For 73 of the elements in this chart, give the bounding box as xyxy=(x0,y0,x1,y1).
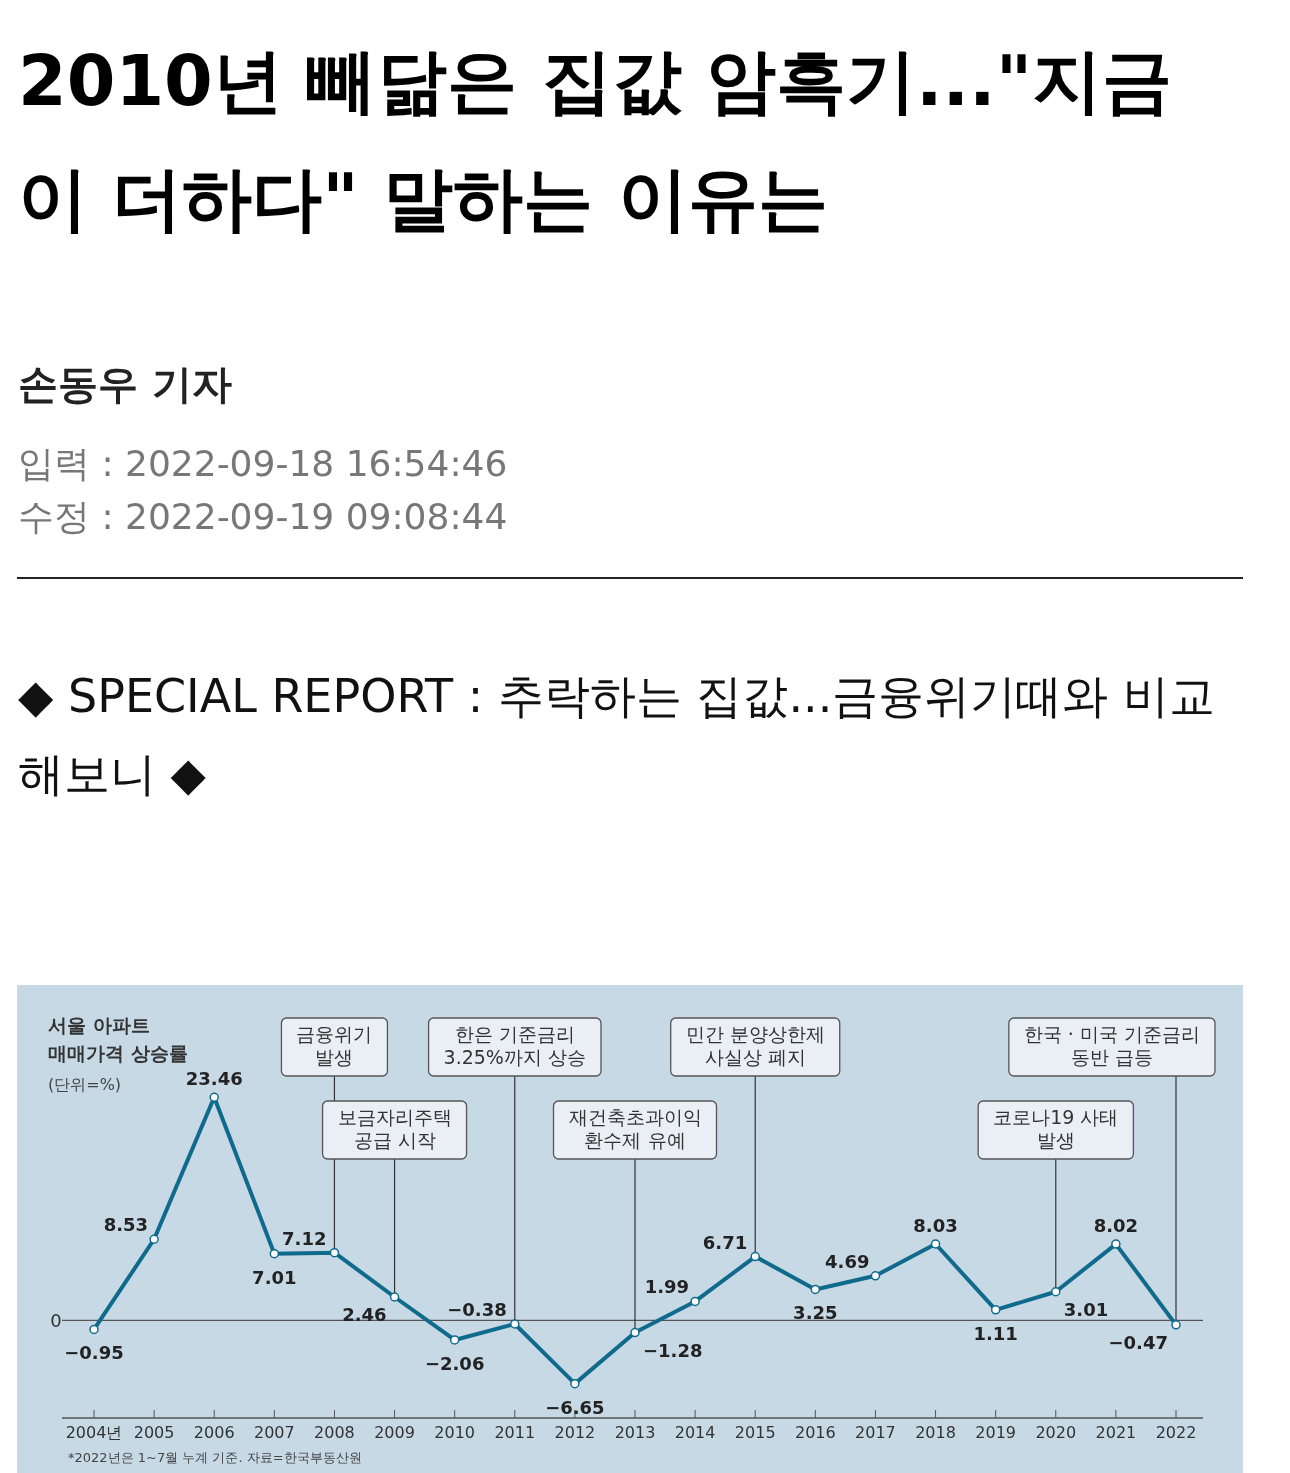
text: *2022년은 1~7월 누계 기준. 자료=한국부동산원 xyxy=(68,1450,362,1465)
x-tick-label: 2007 xyxy=(253,1423,295,1442)
data-label: 3.01 xyxy=(1063,1298,1109,1320)
x-tick-label: 2006 xyxy=(193,1423,235,1442)
point xyxy=(810,1284,821,1295)
data-label: 1.11 xyxy=(973,1322,1018,1344)
point xyxy=(1051,1287,1061,1297)
text: (단위=%) xyxy=(48,1075,122,1094)
data-label: −2.06 xyxy=(424,1352,485,1374)
x-tick-label: 2019 xyxy=(975,1423,1017,1442)
point xyxy=(630,1327,640,1338)
x-tick-label: 2017 xyxy=(855,1423,896,1442)
point xyxy=(89,1324,99,1335)
data-label: 7.01 xyxy=(252,1266,297,1288)
point xyxy=(870,1271,881,1281)
point xyxy=(990,1305,1001,1315)
data-label: −0.38 xyxy=(447,1299,507,1320)
data-label: 4.69 xyxy=(825,1250,870,1272)
point xyxy=(1171,1320,1181,1330)
annotation: 민간 분양상한제 사실상 폐지 xyxy=(685,1023,825,1068)
x-tick-label: 2022 xyxy=(1155,1423,1197,1442)
data-label: 2.46 xyxy=(342,1303,387,1325)
x-tick-label: 2020 xyxy=(1035,1423,1077,1442)
point xyxy=(149,1234,159,1245)
chart-title: 2010년 빼닮은 집값 암흑기..."지금이 더하다" 말하는 이유는 xyxy=(18,40,1173,240)
ref-line-label: 0 xyxy=(50,1309,62,1331)
point xyxy=(329,1247,340,1258)
text: 입력 : 2022-09-18 16:54:46 xyxy=(18,443,508,484)
data-label: 23.46 xyxy=(185,1068,243,1090)
x-tick-label: 2005 xyxy=(133,1423,175,1442)
point xyxy=(690,1296,700,1307)
data-label: −0.95 xyxy=(64,1342,124,1364)
annotation: 코로나19 사태 발생 xyxy=(993,1106,1119,1151)
data-label: 8.03 xyxy=(913,1215,958,1237)
x-tick-label: 2004년 xyxy=(65,1423,123,1442)
data-label: −6.65 xyxy=(545,1396,605,1418)
point xyxy=(510,1319,520,1329)
x-tick-label: 2012 xyxy=(554,1423,596,1442)
x-tick-label: 2010 xyxy=(434,1423,476,1442)
point xyxy=(389,1292,400,1302)
annotation: 재건축초과이익 환수제 유예 xyxy=(568,1106,702,1151)
x-tick-label: 2009 xyxy=(374,1423,415,1442)
data-label: 7.12 xyxy=(282,1227,327,1249)
text: 한국 · 미국 기준금리 동반 급등 xyxy=(1023,1023,1201,1068)
y-axis-title: 서울 아파트 매매가격 상승률 xyxy=(48,1014,188,1064)
chart-subtitle: ◆ SPECIAL REPORT : 추락하는 집값...금융위기때와 비교해보니 ◆ xyxy=(18,669,1215,801)
x-tick-label: 2021 xyxy=(1095,1423,1137,1442)
data-label: −1.28 xyxy=(643,1339,703,1361)
point xyxy=(750,1251,760,1262)
text: 한은 기준금리 3.25%까지 상승 xyxy=(443,1023,586,1068)
point xyxy=(930,1239,941,1249)
x-tick-label: 2018 xyxy=(915,1423,956,1442)
annotation: 금융위기 발생 xyxy=(296,1023,373,1068)
x-tick-label: 2008 xyxy=(314,1423,355,1442)
x-tick-label: 2016 xyxy=(794,1423,836,1442)
point xyxy=(209,1092,219,1103)
point xyxy=(269,1248,280,1259)
data-label: −0.47 xyxy=(1108,1331,1168,1353)
data-label: 1.99 xyxy=(644,1276,690,1298)
x-tick-label: 2011 xyxy=(494,1423,536,1442)
data-label: 8.02 xyxy=(1093,1215,1139,1237)
x-tick-label: 2014 xyxy=(674,1423,716,1442)
data-label: 3.25 xyxy=(793,1302,838,1324)
annotation: 보금자리주택 공급 시작 xyxy=(337,1106,452,1151)
x-tick-label: 2013 xyxy=(614,1423,656,1442)
data-label: 8.53 xyxy=(103,1214,149,1236)
point xyxy=(570,1378,580,1389)
point xyxy=(1111,1239,1121,1249)
text: 손동우 기자 xyxy=(18,361,232,407)
text: 수정 : 2022-09-19 09:08:44 xyxy=(18,496,508,537)
x-tick-label: 2015 xyxy=(734,1423,776,1442)
point xyxy=(449,1335,460,1345)
data-label: 6.71 xyxy=(702,1231,748,1253)
